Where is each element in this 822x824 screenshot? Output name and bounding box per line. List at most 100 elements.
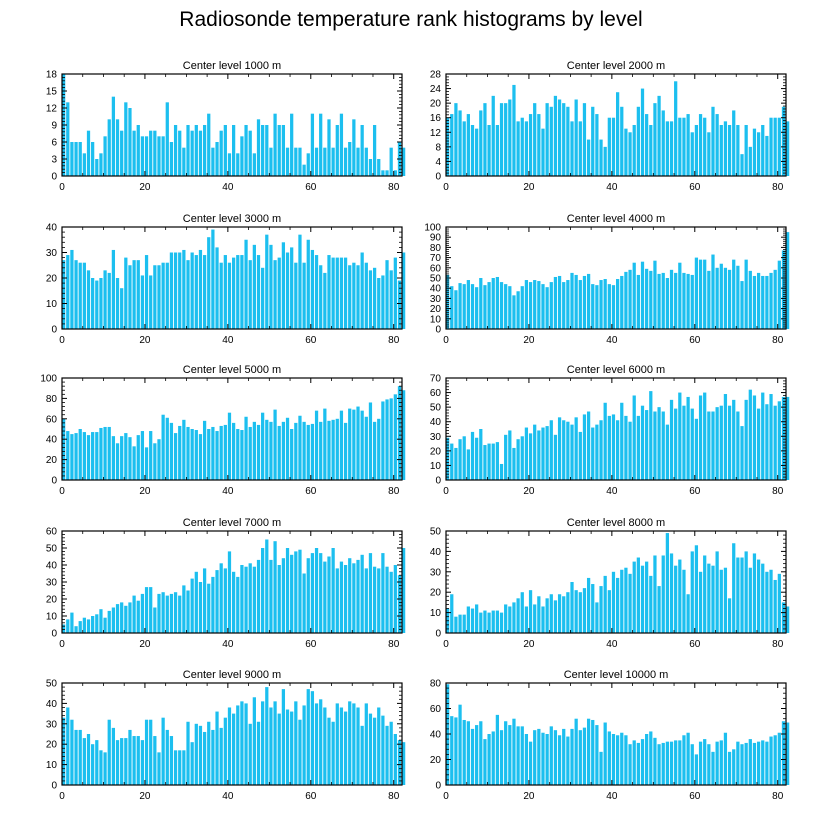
bar [62,260,66,329]
bar [319,421,323,480]
bar [520,286,524,329]
bar [86,130,91,176]
main-title: Radiosonde temperature rank histograms b… [179,8,643,31]
bar [149,130,153,176]
bar [314,255,319,329]
bar [636,557,640,633]
bar [657,95,661,176]
bar [198,725,203,785]
bar [616,735,620,785]
bar [591,719,595,785]
bar [78,729,82,785]
y-tick-label: 80 [430,679,442,690]
bar [541,284,545,329]
bar [115,604,120,633]
bar [632,740,636,786]
bar [690,132,694,176]
bar [269,559,273,633]
bar [356,707,360,785]
y-tick-label: 0 [435,172,441,183]
bar [132,130,136,176]
plot-frame [445,73,787,177]
bar [153,130,157,176]
bar [290,711,294,785]
bar [165,262,169,329]
bar [624,415,628,480]
bar [219,130,223,176]
bar [723,394,728,480]
bar [512,718,516,785]
bar [140,136,145,176]
bar [302,164,306,176]
bar [653,737,657,785]
bar [339,257,344,329]
bar [499,463,504,480]
bar [86,619,91,633]
bar [252,153,256,176]
bar [356,559,360,633]
bar [381,275,385,329]
y-tick-label: 80 [430,243,442,254]
bar [202,420,207,480]
bar [674,565,678,633]
bar [70,612,74,633]
bar [74,142,78,176]
bar [740,744,744,785]
bar [66,255,70,329]
bar [327,420,331,480]
bar [620,275,624,329]
bar [402,390,406,480]
bar [223,717,227,785]
bar [78,429,82,480]
bar [111,436,116,480]
bar [252,566,256,633]
bar [603,575,607,633]
bar [144,447,149,480]
bar [244,125,248,176]
bar [165,417,169,480]
bar [752,128,757,176]
bar [533,103,537,176]
bar [578,730,582,785]
bar [487,612,491,633]
bar [290,554,294,633]
bar [124,605,128,633]
bar [599,586,603,633]
y-tick-label: 80 [46,394,58,405]
bar [595,285,599,329]
bar [256,119,261,176]
bar [273,409,277,480]
panel-10: Center level 10000 m 0 20 40 60 80 0 20 40 60 80 [430,669,790,802]
bar [640,88,645,176]
bar [290,429,294,480]
bar [499,612,504,633]
bar [261,548,265,633]
bar [153,607,157,633]
bar [607,284,611,329]
bar [661,742,665,785]
bar [698,259,703,329]
bar [124,102,128,176]
bar [211,729,215,785]
y-tick-label: 40 [430,417,442,428]
bar [327,717,331,785]
bar [582,103,587,176]
bar [512,295,516,329]
bar [669,121,674,176]
bar [491,443,495,480]
bar [186,721,190,785]
bar [669,399,674,480]
bar [470,431,475,480]
bar [335,257,339,329]
bar [603,279,607,329]
bar [487,125,491,176]
bar [389,147,393,176]
bar [124,257,128,329]
bar [446,274,450,329]
bar [491,95,495,176]
bar [533,424,537,480]
bar [483,445,487,480]
bar [360,125,364,176]
y-tick-label: 15 [46,87,58,98]
bar [686,396,690,480]
